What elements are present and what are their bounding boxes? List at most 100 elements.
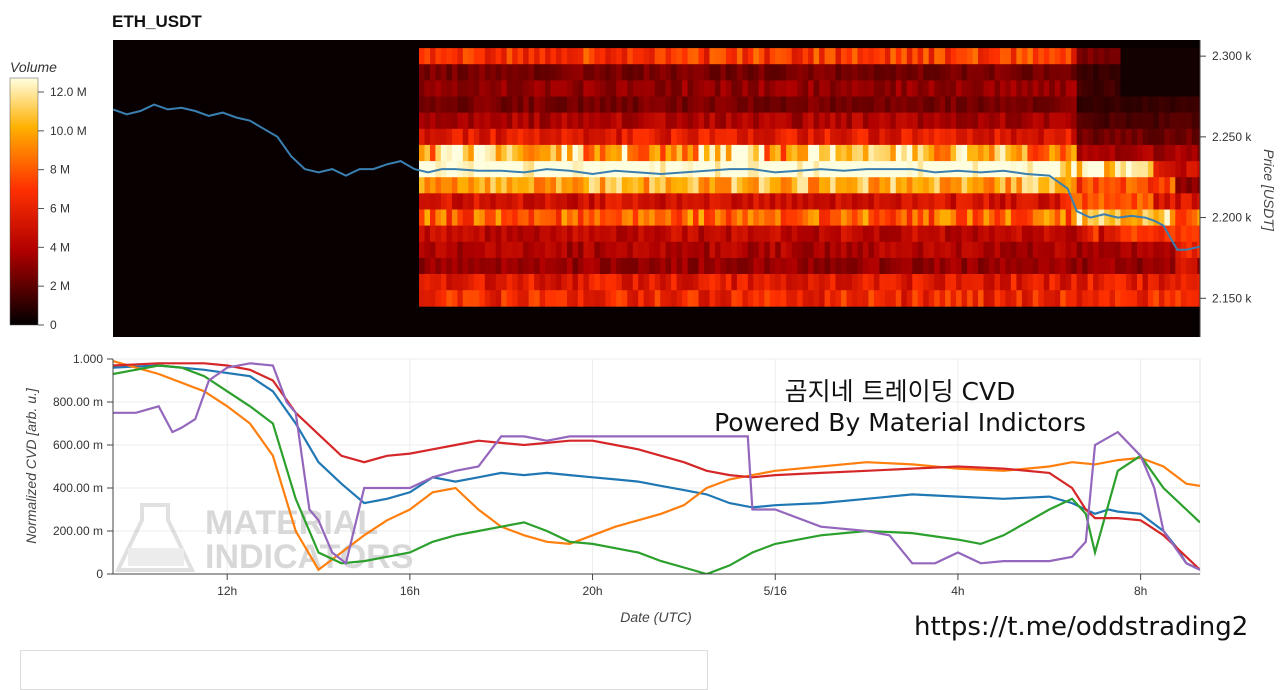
heatmap-cell — [786, 161, 793, 178]
heatmap-cell — [682, 209, 689, 226]
heatmap-cell — [654, 64, 661, 81]
heatmap-cell — [901, 290, 908, 307]
heatmap-cell — [501, 241, 508, 259]
heatmap-cell — [1175, 209, 1182, 226]
overlay-title-line1: 곰지네 트레이딩 CVD — [784, 377, 1016, 406]
heatmap-cell — [775, 144, 782, 162]
heatmap-cell — [671, 144, 678, 162]
heatmap-cell — [813, 241, 820, 259]
heatmap-cell — [430, 209, 437, 226]
heatmap-cell — [599, 241, 606, 259]
heatmap-cell — [1109, 161, 1116, 178]
heatmap-cell — [506, 64, 513, 81]
heatmap-cell — [523, 290, 530, 307]
heatmap-cell — [632, 290, 639, 307]
heatmap-cell — [879, 96, 886, 113]
heatmap-cell — [967, 112, 974, 130]
heatmap-cell — [978, 161, 985, 178]
heatmap-cell — [868, 290, 875, 307]
heatmap-cell — [852, 241, 859, 259]
heatmap-cell — [649, 112, 656, 130]
heatmap-cell — [956, 128, 963, 146]
heatmap-cell — [764, 48, 771, 65]
heatmap-cell — [747, 48, 754, 65]
heatmap-cell — [720, 80, 727, 97]
heatmap-cell — [830, 128, 837, 146]
heatmap-cell — [972, 177, 979, 194]
heatmap-cell — [676, 225, 683, 243]
heatmap-cell — [791, 241, 798, 259]
heatmap-cell — [830, 193, 837, 210]
heatmap-cell — [638, 144, 645, 162]
heatmap-cell — [835, 209, 842, 226]
heatmap-cell — [577, 161, 584, 178]
heatmap-cell — [484, 161, 491, 178]
heatmap-cell — [583, 80, 590, 97]
heatmap-cell — [512, 96, 519, 113]
heatmap-cell — [605, 128, 612, 146]
heatmap-cell — [983, 177, 990, 194]
heatmap-cell — [671, 257, 678, 275]
heatmap-cell — [610, 225, 617, 243]
heatmap-cell — [424, 144, 431, 162]
heatmap-cell — [1120, 274, 1127, 291]
heatmap-cell — [769, 225, 776, 243]
heatmap-cell — [1049, 64, 1056, 81]
heatmap-cell — [1137, 225, 1144, 243]
heatmap-cell — [978, 209, 985, 226]
heatmap-cell — [747, 257, 754, 275]
heatmap-cell — [605, 193, 612, 210]
heatmap-cell — [682, 257, 689, 275]
heatmap-cell — [1169, 161, 1176, 178]
heatmap-cell — [495, 177, 502, 194]
heatmap-cell — [610, 290, 617, 307]
heatmap-cell — [868, 241, 875, 259]
heatmap-cell — [934, 161, 941, 178]
heatmap-cell — [906, 257, 913, 275]
heatmap-cell — [939, 193, 946, 210]
heatmap-cell — [1180, 290, 1187, 307]
heatmap-cell — [901, 80, 908, 97]
heatmap-cell — [528, 209, 535, 226]
heatmap-cell — [715, 128, 722, 146]
heatmap-cell — [1054, 64, 1061, 81]
heatmap-cell — [1147, 274, 1154, 291]
heatmap-cell — [742, 274, 749, 291]
heatmap-cell — [599, 112, 606, 130]
heatmap-cell — [545, 209, 552, 226]
heatmap-cell — [967, 96, 974, 113]
heatmap-cell — [1158, 128, 1165, 146]
heatmap-cell — [1054, 112, 1061, 130]
heatmap-cell — [961, 144, 968, 162]
heatmap-cell — [989, 225, 996, 243]
heatmap-cell — [649, 161, 656, 178]
heatmap-cell — [1131, 64, 1138, 81]
heatmap-cell — [1180, 225, 1187, 243]
heatmap-cell — [638, 96, 645, 113]
heatmap-cell — [1021, 48, 1028, 65]
heatmap-cell — [1082, 96, 1089, 113]
heatmap-cell — [780, 209, 787, 226]
heatmap-cell — [1104, 161, 1111, 178]
heatmap-cell — [473, 241, 480, 259]
heatmap-cell — [769, 48, 776, 65]
heatmap-cell — [473, 225, 480, 243]
heatmap-cell — [457, 257, 464, 275]
heatmap-cell — [704, 241, 711, 259]
heatmap-cell — [720, 112, 727, 130]
heatmap-cell — [654, 241, 661, 259]
heatmap-cell — [1104, 225, 1111, 243]
heatmap-cell — [605, 64, 612, 81]
heatmap-cell — [583, 290, 590, 307]
heatmap-cell — [435, 257, 442, 275]
heatmap-cell — [490, 241, 497, 259]
heatmap-cell — [1087, 274, 1094, 291]
telegram-link[interactable]: https://t.me/oddstrading2 — [914, 612, 1249, 642]
heatmap-cell — [1180, 112, 1187, 130]
heatmap-cell — [1087, 112, 1094, 130]
heatmap-cell — [1175, 177, 1182, 194]
heatmap-cell — [1115, 112, 1122, 130]
heatmap-cell — [523, 144, 530, 162]
heatmap-cell — [813, 177, 820, 194]
heatmap-cell — [1005, 112, 1012, 130]
